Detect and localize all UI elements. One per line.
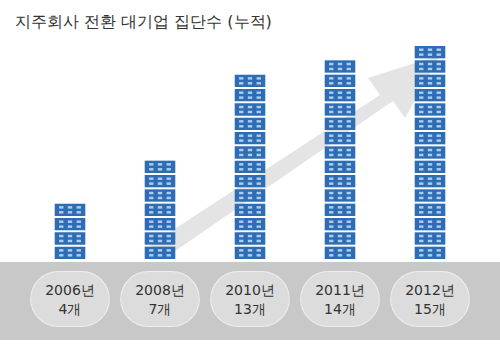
svg-text:지주회사 전환 대기업 집단수 (누적): 지주회사 전환 대기업 집단수 (누적) bbox=[15, 12, 272, 31]
svg-text:2012년: 2012년 bbox=[405, 282, 455, 298]
svg-text:2008년: 2008년 bbox=[135, 282, 185, 298]
svg-text:7개: 7개 bbox=[149, 301, 172, 317]
svg-text:14개: 14개 bbox=[324, 301, 356, 317]
svg-text:2006년: 2006년 bbox=[45, 282, 95, 298]
svg-text:4개: 4개 bbox=[59, 301, 82, 317]
svg-text:2010년: 2010년 bbox=[225, 282, 275, 298]
svg-text:15개: 15개 bbox=[414, 301, 446, 317]
svg-text:13개: 13개 bbox=[234, 301, 266, 317]
svg-text:2011년: 2011년 bbox=[315, 282, 365, 298]
